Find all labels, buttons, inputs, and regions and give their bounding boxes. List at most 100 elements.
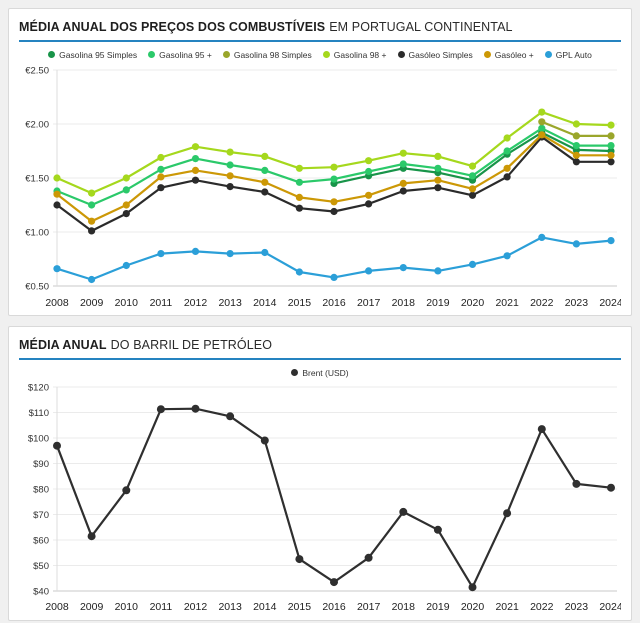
data-point[interactable]	[468, 260, 477, 268]
data-point[interactable]	[157, 184, 165, 192]
data-point[interactable]	[122, 201, 130, 209]
data-point[interactable]	[434, 164, 442, 172]
data-point[interactable]	[330, 163, 338, 171]
data-point[interactable]	[88, 275, 96, 284]
data-point[interactable]	[572, 158, 581, 166]
data-point[interactable]	[364, 553, 373, 562]
data-point[interactable]	[434, 176, 442, 184]
data-point[interactable]	[88, 189, 96, 197]
data-point[interactable]	[434, 184, 442, 192]
data-point[interactable]	[157, 250, 165, 258]
data-point[interactable]	[226, 161, 234, 169]
data-point[interactable]	[365, 267, 373, 275]
data-point[interactable]	[399, 179, 407, 187]
data-point[interactable]	[365, 200, 373, 208]
data-point[interactable]	[572, 132, 581, 140]
oil-barrel-chart-canvas[interactable]: $120 $110 $100 $90 $80 $70 $60 $50 $40 2008 2009 20…	[19, 379, 623, 616]
data-point[interactable]	[261, 178, 269, 186]
data-point[interactable]	[226, 172, 234, 180]
data-point[interactable]	[503, 252, 511, 260]
legend-item-gasolina-98-simples[interactable]: Gasolina 98 Simples	[222, 50, 312, 60]
data-point[interactable]	[399, 187, 407, 195]
data-point[interactable]	[607, 132, 615, 140]
data-point[interactable]	[468, 583, 477, 592]
data-point[interactable]	[503, 509, 512, 518]
data-point[interactable]	[330, 207, 338, 216]
data-point[interactable]	[503, 147, 511, 155]
legend-item-gas-leo[interactable]: Gasóleo +	[483, 50, 534, 60]
data-point[interactable]	[157, 153, 165, 162]
legend-item-brent-usd[interactable]: Brent (USD)	[291, 368, 349, 378]
data-point[interactable]	[503, 134, 511, 142]
data-point[interactable]	[607, 142, 615, 150]
data-point[interactable]	[226, 250, 234, 258]
data-point[interactable]	[122, 210, 130, 218]
data-point[interactable]	[226, 183, 234, 191]
data-point[interactable]	[295, 178, 303, 186]
data-point[interactable]	[88, 227, 96, 235]
data-point[interactable]	[468, 185, 477, 193]
data-point[interactable]	[399, 507, 408, 516]
data-point[interactable]	[572, 142, 581, 150]
data-point[interactable]	[122, 486, 131, 495]
data-point[interactable]	[53, 201, 61, 209]
data-point[interactable]	[399, 160, 407, 168]
data-point[interactable]	[572, 151, 581, 159]
data-point[interactable]	[191, 155, 200, 163]
data-point[interactable]	[607, 237, 615, 245]
data-point[interactable]	[503, 173, 511, 181]
data-point[interactable]	[434, 152, 442, 160]
data-point[interactable]	[572, 120, 581, 128]
data-point[interactable]	[607, 483, 615, 492]
data-point[interactable]	[538, 124, 546, 132]
data-point[interactable]	[330, 175, 338, 183]
data-point[interactable]	[157, 165, 165, 173]
data-point[interactable]	[53, 265, 61, 273]
data-point[interactable]	[122, 261, 130, 270]
data-point[interactable]	[88, 201, 96, 209]
data-point[interactable]	[261, 248, 269, 257]
data-point[interactable]	[191, 166, 200, 174]
data-point[interactable]	[295, 193, 303, 201]
data-point[interactable]	[226, 412, 235, 421]
data-point[interactable]	[191, 404, 200, 413]
data-point[interactable]	[53, 190, 61, 198]
data-point[interactable]	[53, 174, 61, 182]
data-point[interactable]	[503, 164, 511, 172]
legend-item-gasolina-98[interactable]: Gasolina 98 +	[322, 50, 387, 60]
data-point[interactable]	[260, 436, 269, 445]
data-point[interactable]	[295, 164, 303, 172]
data-point[interactable]	[468, 191, 477, 199]
data-point[interactable]	[261, 166, 269, 174]
data-point[interactable]	[261, 188, 269, 196]
data-point[interactable]	[330, 273, 338, 281]
data-point[interactable]	[87, 532, 96, 541]
data-point[interactable]	[538, 118, 546, 126]
data-point[interactable]	[468, 162, 477, 170]
data-point[interactable]	[399, 264, 407, 272]
data-point[interactable]	[157, 173, 165, 181]
data-point[interactable]	[122, 186, 130, 194]
data-point[interactable]	[607, 151, 615, 159]
data-point[interactable]	[226, 148, 234, 156]
data-point[interactable]	[191, 247, 200, 255]
legend-item-gasolina-95[interactable]: Gasolina 95 +	[148, 50, 212, 60]
legend-item-gpl-auto[interactable]: GPL Auto	[544, 50, 592, 60]
data-point[interactable]	[537, 425, 546, 434]
data-point[interactable]	[572, 479, 581, 488]
data-point[interactable]	[365, 167, 373, 176]
data-point[interactable]	[295, 555, 304, 564]
data-point[interactable]	[156, 405, 165, 414]
data-point[interactable]	[191, 176, 200, 184]
fuel-chart[interactable]: €2.50 €2.00 €1.50 €1.00 €0.50 2008 2009 2010 201…	[19, 61, 623, 311]
data-point[interactable]	[538, 131, 546, 139]
data-point[interactable]	[88, 217, 96, 225]
data-point[interactable]	[468, 172, 477, 180]
data-point[interactable]	[330, 578, 338, 587]
data-point[interactable]	[538, 233, 546, 241]
data-point[interactable]	[433, 525, 442, 534]
data-point[interactable]	[295, 268, 303, 276]
data-point[interactable]	[330, 198, 338, 206]
data-point[interactable]	[122, 174, 130, 182]
data-point[interactable]	[434, 267, 442, 275]
